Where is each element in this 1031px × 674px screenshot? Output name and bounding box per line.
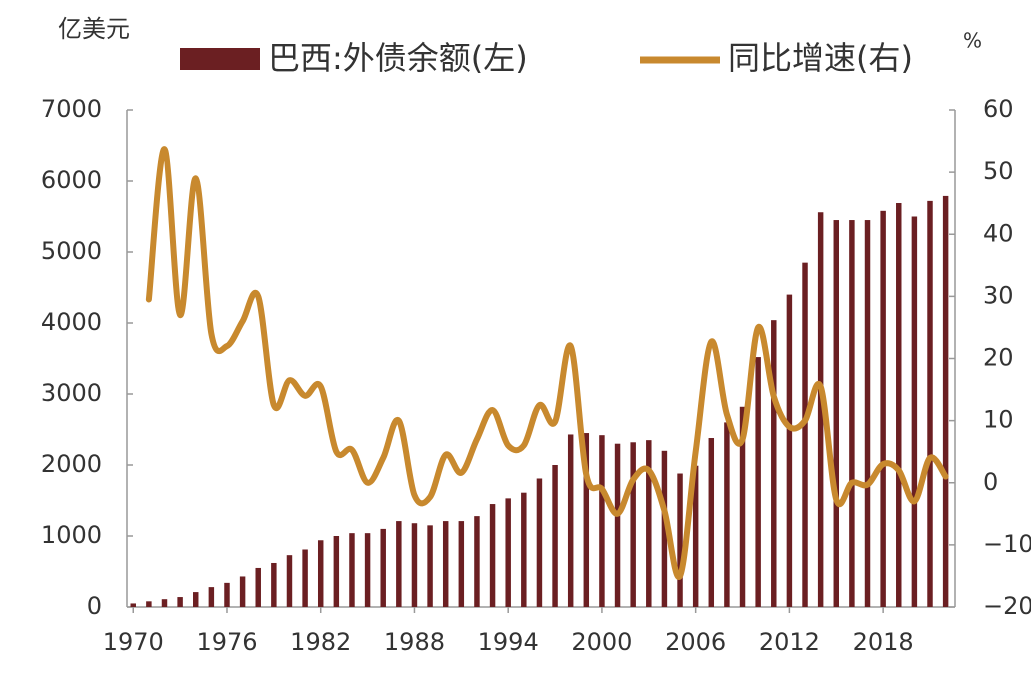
x-tick-label: 2000 [571, 628, 632, 656]
x-tick-label: 1994 [478, 628, 539, 656]
bar [427, 525, 433, 607]
bar [771, 320, 777, 607]
bar [177, 597, 183, 607]
x-tick-label: 2012 [759, 628, 820, 656]
bar [786, 294, 793, 607]
bar [583, 433, 590, 607]
y2-tick-label: 10 [983, 406, 1014, 434]
bar [505, 498, 511, 607]
y-axis-label: 亿美元 [58, 15, 130, 43]
x-tick-label: 2006 [665, 628, 726, 656]
bar [521, 492, 527, 607]
x-tick-label: 2018 [853, 628, 914, 656]
x-tick-label: 1982 [290, 628, 351, 656]
y2-tick-label: 20 [983, 344, 1014, 372]
y-tick-label: 2000 [41, 450, 102, 478]
bar [364, 533, 371, 607]
legend-label: 同比增速(右) [728, 39, 913, 77]
bar [349, 533, 355, 607]
bar [536, 478, 543, 607]
bar [396, 521, 402, 607]
bar [755, 357, 761, 607]
bar [833, 220, 840, 608]
y2-tick-label: 40 [983, 219, 1014, 247]
y2-axis-label: % [963, 29, 982, 53]
bar [224, 582, 230, 607]
bar [896, 203, 902, 607]
bar [630, 442, 636, 607]
x-tick-label: 1976 [196, 628, 257, 656]
bar [942, 195, 949, 607]
bar [239, 576, 246, 607]
bar [255, 567, 261, 607]
bar [849, 220, 855, 608]
y-tick-label: 3000 [41, 379, 102, 407]
bar [567, 434, 574, 607]
bar [146, 601, 152, 607]
bar [724, 422, 730, 607]
bar [161, 599, 168, 607]
y2-tick-label: 50 [983, 157, 1014, 185]
bar [911, 216, 918, 607]
bar [661, 450, 668, 607]
bar [474, 516, 480, 607]
bar [817, 212, 824, 608]
bar [880, 210, 886, 607]
bar [677, 473, 683, 607]
y-tick-label: 7000 [41, 95, 102, 123]
y-tick-label: 4000 [41, 308, 102, 336]
y2-tick-label: −20 [983, 592, 1031, 620]
bar [708, 438, 715, 607]
bar [614, 443, 621, 607]
line [145, 146, 949, 580]
y-tick-label: 6000 [41, 166, 102, 194]
y2-tick-label: 0 [983, 468, 998, 496]
bar [411, 523, 418, 607]
bar [599, 435, 605, 607]
bar [864, 220, 871, 608]
bar [333, 536, 340, 607]
bar [489, 504, 496, 607]
legend-label: 巴西:外债余额(左) [268, 39, 528, 77]
bar [739, 406, 746, 607]
y2-tick-label: −10 [983, 530, 1031, 558]
bar [692, 465, 699, 607]
bar [458, 521, 465, 607]
bar [802, 262, 808, 607]
bar [302, 549, 308, 607]
bar [927, 200, 933, 607]
bar [317, 540, 324, 607]
bar [552, 465, 558, 607]
y-tick-label: 0 [87, 592, 102, 620]
bar [380, 528, 386, 607]
y2-tick-label: 60 [983, 95, 1014, 123]
x-tick-label: 1970 [103, 628, 164, 656]
bar [271, 562, 277, 607]
y2-tick-label: 30 [983, 281, 1014, 309]
bar [208, 587, 215, 607]
y-tick-label: 5000 [41, 237, 102, 265]
bar [646, 440, 652, 607]
bar [130, 603, 136, 607]
x-tick-label: 1988 [384, 628, 445, 656]
legend-swatch [180, 48, 260, 70]
bar [442, 521, 449, 607]
bar [286, 555, 293, 607]
bar [193, 592, 199, 607]
y-tick-label: 1000 [41, 521, 102, 549]
